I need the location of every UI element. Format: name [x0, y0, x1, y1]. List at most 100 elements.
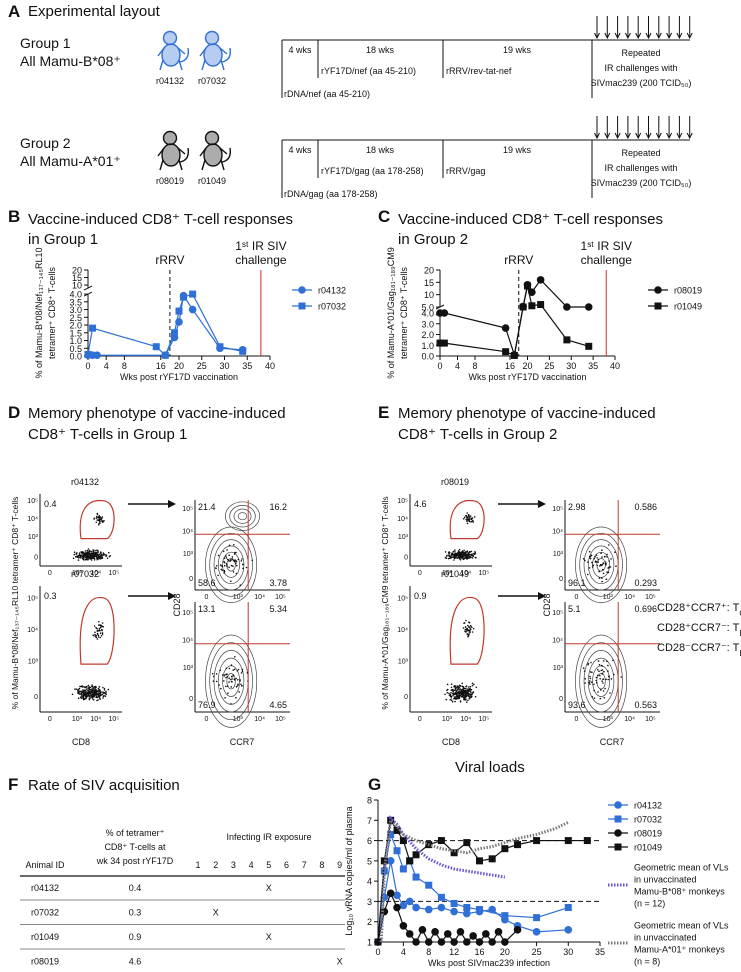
event-dot	[602, 690, 605, 692]
event-dot	[471, 695, 473, 698]
marker	[393, 826, 401, 834]
event-dot	[86, 551, 88, 554]
x-tick-label: 8	[472, 361, 477, 371]
event-dot	[469, 685, 472, 688]
marker	[175, 307, 183, 315]
event-dot	[603, 670, 605, 673]
y-axis-label: CD28	[542, 593, 552, 616]
event-dot	[95, 517, 98, 519]
x-tick-label: 35	[242, 361, 252, 371]
event-dot	[77, 688, 80, 691]
y-tick-label: 7	[367, 816, 372, 826]
event-dot	[600, 664, 603, 667]
event-dot	[88, 556, 91, 559]
event-dot	[461, 550, 463, 553]
event-dot	[222, 550, 225, 553]
event-dot	[450, 683, 453, 685]
event-dot	[459, 553, 462, 556]
event-dot	[91, 698, 94, 700]
marker	[488, 905, 496, 914]
event-dot	[215, 680, 218, 683]
event-dot	[230, 664, 233, 666]
event-dot	[103, 689, 106, 691]
event-dot	[463, 622, 465, 625]
marker	[437, 903, 446, 912]
event-dot	[95, 695, 98, 697]
event-dot	[73, 553, 76, 556]
event-dot	[230, 564, 233, 567]
event-dot	[450, 699, 453, 701]
marker	[436, 339, 444, 347]
legend-label: r08019	[674, 286, 702, 296]
event-dot	[452, 554, 455, 556]
event-dot	[211, 673, 214, 675]
event-dot	[450, 691, 452, 694]
marker	[386, 857, 395, 865]
event-dot	[227, 692, 229, 694]
marker	[418, 926, 427, 934]
event-dot	[81, 695, 83, 698]
event-dot	[604, 687, 606, 690]
marker	[519, 303, 527, 311]
event-dot	[105, 690, 107, 693]
event-dot	[602, 682, 604, 684]
group-name: Group 2	[20, 135, 71, 151]
event-dot	[597, 660, 600, 662]
event-dot	[225, 557, 228, 559]
contour	[226, 673, 236, 690]
event-dot	[82, 697, 84, 700]
event-dot	[88, 698, 91, 701]
event-dot	[446, 689, 448, 692]
flow-x-tick: 10³	[233, 594, 244, 601]
event-dot	[444, 551, 447, 553]
marker	[475, 906, 483, 914]
event-dot	[92, 550, 95, 553]
event-dot	[94, 549, 96, 552]
event-dot	[223, 572, 225, 574]
event-dot	[468, 686, 470, 688]
flow-x-tick: 10⁴	[254, 716, 265, 723]
event-dot	[76, 555, 79, 557]
legend-sub: EM1	[739, 629, 741, 638]
marker	[482, 930, 490, 938]
event-dot	[613, 673, 615, 676]
event-dot	[606, 555, 608, 558]
event-dot	[468, 517, 471, 519]
exposure-number: 3	[231, 860, 236, 870]
event-dot	[469, 627, 472, 629]
contour	[587, 545, 615, 585]
event-dot	[466, 512, 469, 514]
event-dot	[237, 668, 240, 671]
event-dot	[607, 664, 609, 667]
quadrant-value: 21.4	[198, 502, 216, 512]
monkey-icon	[199, 130, 232, 171]
event-dot	[229, 678, 232, 681]
arrow-head	[614, 32, 621, 40]
quadrant-value: 0.696	[634, 604, 657, 614]
flow-y-tick: 0	[34, 694, 38, 701]
annotation-text: rRRV	[155, 253, 184, 267]
event-dot	[467, 691, 470, 693]
legend-sub: CM	[739, 609, 741, 618]
flow-x-tick: 10⁵	[275, 594, 286, 601]
event-dot	[466, 627, 468, 630]
monkey-body	[161, 43, 181, 67]
interval-label: 19 wks	[503, 45, 532, 55]
event-dot	[471, 557, 474, 559]
legend-label: r07032	[634, 815, 662, 825]
panel-label: G	[368, 775, 381, 794]
marker	[93, 351, 101, 360]
flow-x-tick: 10⁴	[460, 716, 471, 723]
event-dot	[589, 555, 592, 558]
event-dot	[457, 685, 459, 688]
event-dot	[73, 551, 76, 553]
panel-label: F	[8, 775, 18, 794]
event-dot	[237, 558, 240, 561]
event-dot	[474, 556, 477, 559]
event-dot	[223, 564, 226, 567]
event-dot	[472, 519, 474, 522]
event-dot	[96, 558, 98, 561]
flow-x-tick: 10⁴	[90, 716, 101, 723]
event-dot	[588, 550, 591, 553]
event-dot	[98, 624, 100, 626]
